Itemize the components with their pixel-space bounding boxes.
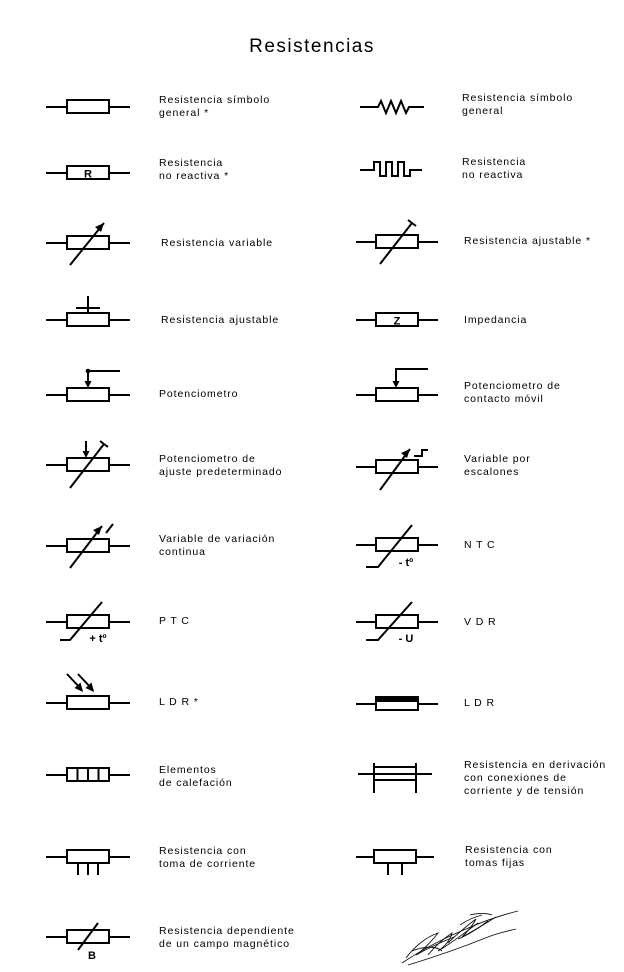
- label-resistor-shunt: Resistencia en derivación con conexiones…: [464, 759, 607, 797]
- magnetoresistor-symbol: B: [46, 922, 130, 962]
- resistor-non-reactive-symbol: R: [46, 165, 130, 181]
- label-variable-stepped: Variable por escalones: [464, 453, 531, 478]
- label-potentiometer-preset: Potenciometro de ajuste predeterminado: [159, 453, 283, 478]
- potentiometer-moving-contact-symbol: [356, 368, 438, 402]
- ldr-alt-symbol: [356, 696, 438, 711]
- label-ntc: N T C: [464, 539, 496, 551]
- resistor-general-symbol: [46, 99, 130, 114]
- signature-image: [401, 910, 519, 966]
- label-resistor-general: Resistencia símbolo general *: [159, 94, 271, 119]
- label-potentiometer-moving-contact: Potenciometro de contacto móvil: [464, 380, 561, 405]
- impedance-letter-z: Z: [394, 316, 401, 328]
- label-resistor-fixed-taps: Resistencia con tomas fijas: [465, 844, 553, 869]
- label-resistor-adjustable-tap: Resistencia ajustable: [161, 314, 280, 326]
- heating-element-symbol: [46, 767, 130, 782]
- label-ldr-alt: L D R: [464, 697, 495, 709]
- ntc-thermistor-symbol: - tº: [356, 524, 438, 569]
- label-impedance: Impedancia: [464, 314, 528, 326]
- potentiometer-preset-symbol: [46, 440, 130, 489]
- ldr-general-symbol: [46, 673, 130, 710]
- variable-continuous-symbol: [46, 523, 130, 569]
- resistor-variable-symbol: [46, 222, 130, 266]
- page-title: Resistencias: [249, 36, 375, 57]
- ptc-thermistor-symbol: + tº: [46, 601, 130, 645]
- potentiometer-symbol: [46, 368, 130, 402]
- magnetic-field-label: B: [88, 950, 96, 962]
- resistor-adjustable-symbol: [356, 219, 438, 265]
- label-resistor-zigzag: Resistencia símbolo general: [462, 92, 574, 117]
- symbol-letter-r: R: [84, 169, 92, 181]
- resistor-fixed-taps-symbol: [356, 849, 434, 875]
- label-heating-element: Elementos de calefación: [159, 764, 233, 789]
- vdr-varistor-symbol: - U: [356, 601, 438, 645]
- label-resistor-adjustable: Resistencia ajustable *: [464, 235, 591, 247]
- label-resistor-non-reactive-meander: Resistencia no reactiva: [462, 156, 527, 181]
- impedance-symbol: Z: [356, 312, 438, 328]
- resistor-zigzag-symbol: [360, 98, 424, 116]
- label-potentiometer: Potenciometro: [159, 388, 239, 400]
- ntc-temperature-label: - tº: [399, 557, 413, 569]
- label-vdr: V D R: [464, 616, 497, 628]
- resistor-non-reactive-meander-symbol: [360, 161, 422, 177]
- label-magnetoresistor: Resistencia dependiente de un campo magn…: [159, 925, 295, 950]
- vdr-voltage-label: - U: [399, 633, 414, 645]
- ptc-temperature-label: + tº: [89, 633, 106, 645]
- label-resistor-current-tap: Resistencia con toma de corriente: [159, 845, 257, 870]
- resistor-current-tap-symbol: [46, 849, 130, 875]
- label-resistor-non-reactive: Resistencia no reactiva *: [159, 157, 230, 182]
- label-ldr-general: L D R *: [159, 696, 199, 708]
- variable-stepped-symbol: [356, 448, 438, 491]
- resistor-shunt-symbol: [358, 763, 432, 793]
- label-ptc: P T C: [159, 615, 190, 627]
- label-resistor-variable: Resistencia variable: [161, 237, 273, 249]
- resistor-adjustable-tap-symbol: [46, 296, 130, 327]
- label-variable-continuous: Variable de variación continua: [159, 533, 276, 558]
